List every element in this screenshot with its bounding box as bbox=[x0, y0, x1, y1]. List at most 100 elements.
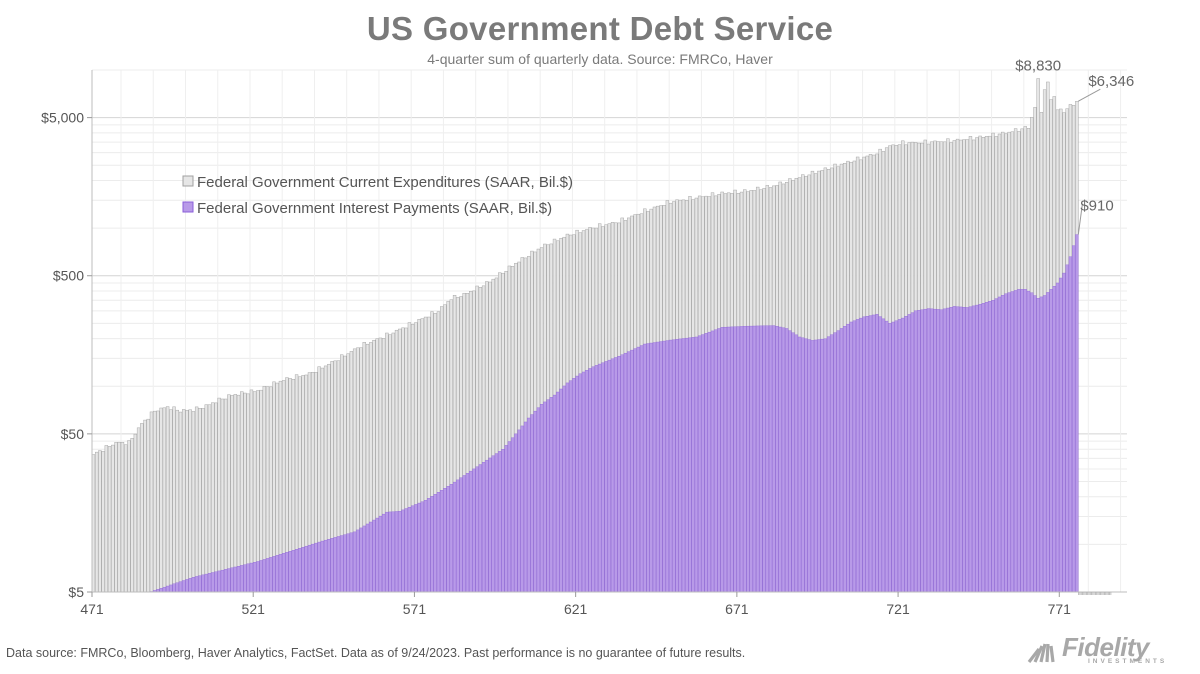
interest-bar bbox=[191, 577, 196, 593]
interest-bar bbox=[214, 571, 218, 593]
legend-swatch-expenditures bbox=[182, 175, 194, 187]
interest-bar bbox=[294, 549, 299, 593]
interest-bar bbox=[610, 358, 615, 593]
interest-bar bbox=[865, 316, 869, 593]
interest-bar bbox=[404, 508, 408, 593]
interest-bar bbox=[352, 531, 357, 593]
interest-bar bbox=[469, 470, 473, 593]
interest-bar bbox=[591, 366, 595, 593]
interest-bar bbox=[994, 298, 998, 593]
interest-bar bbox=[933, 308, 937, 593]
interest-bar bbox=[256, 561, 260, 593]
interest-bar bbox=[204, 573, 208, 593]
interest-bar bbox=[649, 342, 653, 593]
interest-bar bbox=[298, 548, 302, 593]
interest-bar bbox=[507, 441, 512, 593]
interest-bar bbox=[504, 445, 508, 593]
interest-bar bbox=[943, 308, 947, 593]
interest-bar bbox=[991, 300, 995, 593]
interest-bar bbox=[559, 388, 563, 593]
expenditure-bar bbox=[243, 392, 247, 593]
interest-bar bbox=[1007, 292, 1011, 593]
interest-bar bbox=[565, 382, 570, 593]
interest-bar bbox=[691, 337, 695, 593]
expenditure-bar bbox=[120, 442, 125, 593]
legend: Federal Government Current Expenditures … bbox=[182, 174, 573, 217]
interest-bar bbox=[530, 414, 534, 593]
interest-bar bbox=[826, 336, 831, 593]
interest-bar bbox=[436, 492, 441, 593]
interest-bar bbox=[317, 541, 321, 593]
interest-bar bbox=[614, 357, 618, 593]
interest-bar bbox=[723, 326, 728, 593]
interest-bar bbox=[510, 437, 515, 593]
interest-bar bbox=[904, 316, 908, 593]
interest-bar bbox=[743, 326, 747, 593]
interest-bar bbox=[588, 368, 592, 593]
fidelity-logo-text: Fidelity bbox=[1062, 632, 1150, 662]
interest-bar bbox=[939, 309, 944, 593]
expenditure-bar bbox=[143, 419, 147, 593]
interest-bar bbox=[1020, 289, 1024, 593]
interest-bar bbox=[523, 421, 528, 593]
interest-bar bbox=[778, 326, 782, 593]
expenditure-bar bbox=[169, 409, 173, 593]
interest-bar bbox=[775, 326, 779, 593]
interest-bar bbox=[910, 312, 915, 593]
axes bbox=[91, 70, 1127, 593]
interest-bar bbox=[543, 401, 547, 593]
expenditure-bar bbox=[149, 411, 154, 593]
interest-bar bbox=[536, 407, 541, 593]
interest-bar bbox=[1036, 298, 1040, 593]
interest-bar bbox=[875, 314, 879, 593]
expenditure-bar bbox=[188, 409, 192, 593]
interest-bar bbox=[514, 433, 518, 593]
interest-bar bbox=[920, 309, 924, 593]
chart-title: US Government Debt Service bbox=[366, 10, 834, 47]
interest-bar bbox=[417, 502, 421, 593]
interest-bar bbox=[717, 328, 721, 593]
expenditure-bar bbox=[204, 404, 208, 593]
interest-bar bbox=[923, 308, 927, 593]
interest-bar bbox=[527, 417, 531, 593]
interest-bar bbox=[282, 553, 286, 593]
interest-bar bbox=[175, 582, 179, 593]
interest-bar bbox=[807, 339, 811, 593]
interest-bar bbox=[833, 332, 837, 593]
x-tick-label: 471 bbox=[80, 601, 104, 617]
interest-bar bbox=[1049, 289, 1053, 593]
interest-bar bbox=[378, 515, 383, 593]
interest-bar bbox=[340, 535, 344, 593]
interest-bar bbox=[756, 325, 760, 593]
interest-bar bbox=[694, 336, 699, 593]
expenditure-bar bbox=[159, 407, 163, 593]
interest-bar bbox=[849, 321, 853, 593]
interest-bar bbox=[546, 399, 550, 593]
interest-bar bbox=[620, 354, 624, 593]
interest-bar bbox=[862, 316, 866, 593]
interest-bar bbox=[646, 343, 650, 593]
interest-bar bbox=[746, 325, 750, 593]
legend-label-interest: Federal Government Interest Payments (SA… bbox=[197, 200, 552, 217]
interest-bar bbox=[907, 314, 911, 593]
interest-bar bbox=[788, 330, 792, 593]
expenditure-bar bbox=[249, 389, 254, 593]
interest-bar bbox=[659, 341, 663, 593]
interest-bar bbox=[456, 479, 460, 593]
interest-bar bbox=[336, 536, 341, 593]
interest-bar bbox=[224, 569, 228, 593]
interest-bar bbox=[685, 337, 689, 593]
x-tick-label: 621 bbox=[564, 601, 588, 617]
interest-bar bbox=[288, 551, 292, 593]
expenditure-bar bbox=[156, 410, 160, 593]
expenditure-bar bbox=[146, 418, 150, 593]
interest-bar bbox=[227, 568, 231, 593]
interest-bar bbox=[762, 325, 766, 593]
interest-bar bbox=[768, 325, 773, 593]
x-tick-label: 571 bbox=[403, 601, 427, 617]
expenditure-bar bbox=[165, 406, 170, 593]
interest-bar bbox=[265, 558, 270, 593]
interest-bar bbox=[1004, 293, 1008, 593]
interest-bar bbox=[872, 314, 876, 593]
interest-bar bbox=[936, 309, 940, 593]
